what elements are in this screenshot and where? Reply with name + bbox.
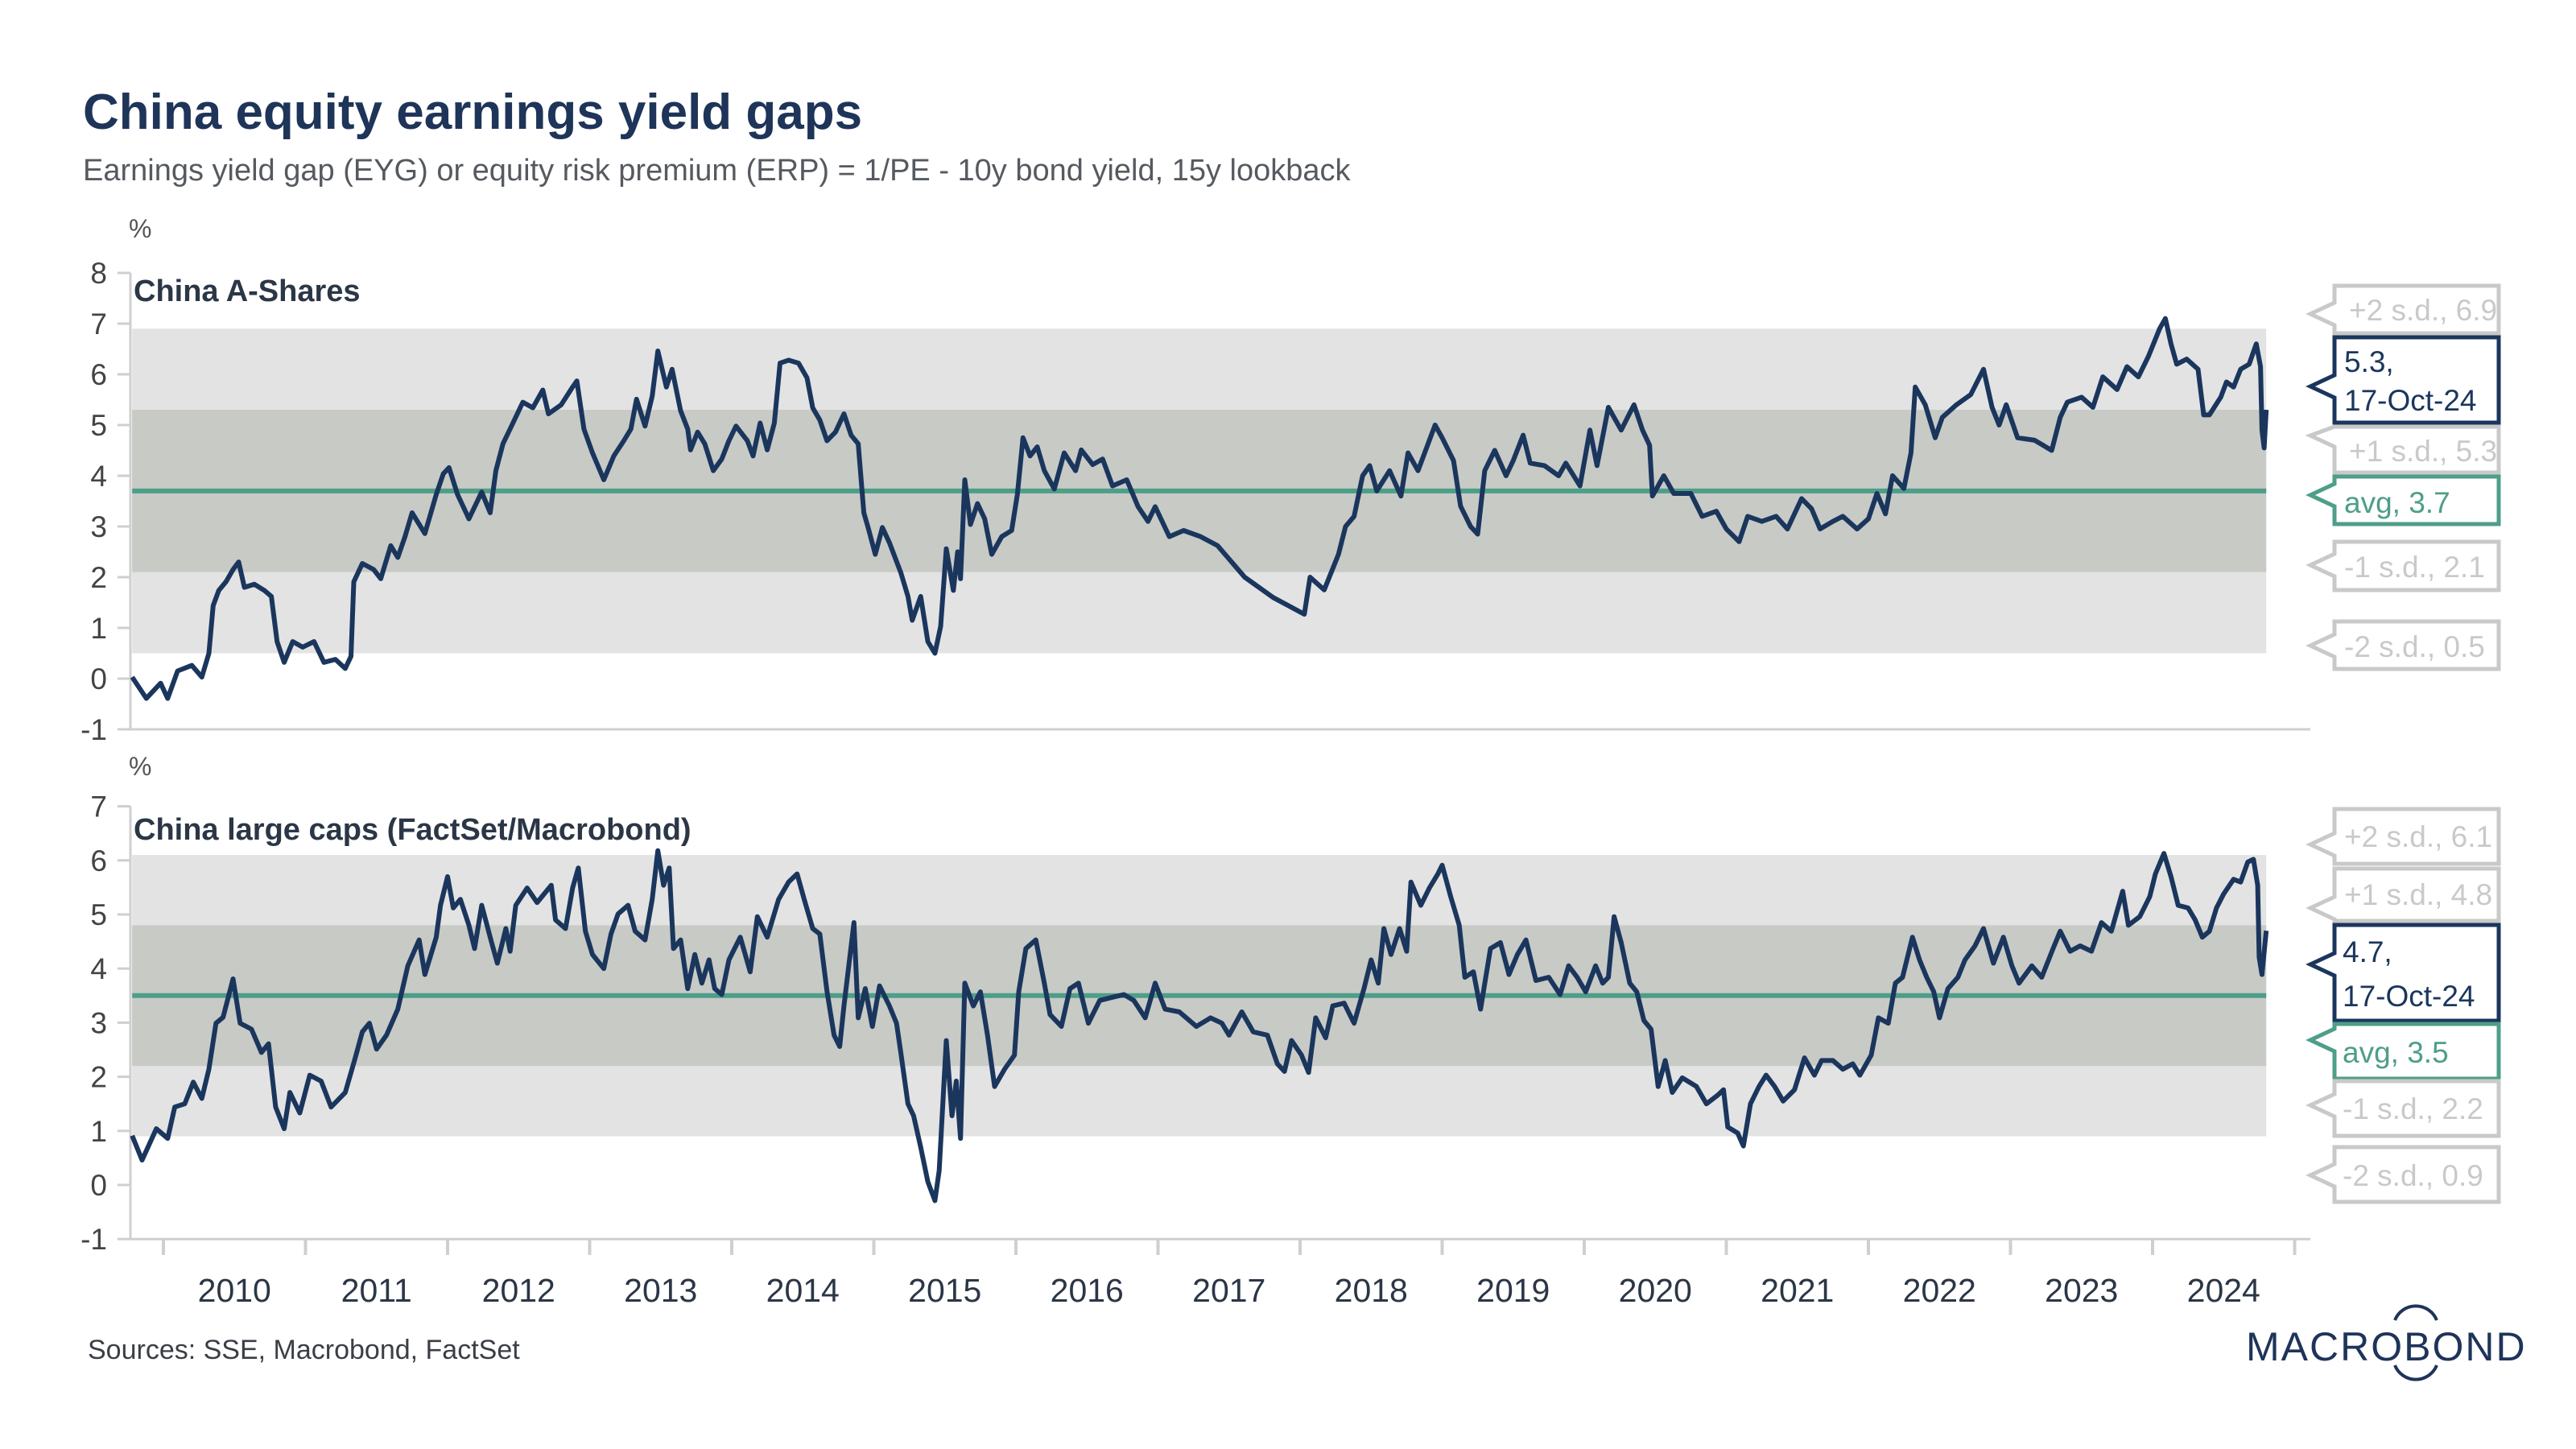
logo-arc-icon [2393,1304,2438,1381]
x-tick-label: 2018 [1335,1272,1408,1309]
callout-text: -2 s.d., 0.5 [2344,630,2485,663]
x-tick-label: 2015 [908,1272,981,1309]
chart-title: China equity earnings yield gaps [83,85,862,140]
callout-text: avg, 3.7 [2344,486,2450,519]
callout-minus2sd: -2 s.d., 0.9 [2306,1145,2501,1204]
callout-minus1sd: -1 s.d., 2.2 [2306,1079,2501,1138]
x-tick-label: 2014 [766,1272,840,1309]
series-path [130,316,2269,701]
x-axis: 2010 2011 2012 2013 2014 2015 2016 2017 2018 2019… [162,1239,2297,1309]
x-tick-label: 2016 [1051,1272,1124,1309]
y-tick-label: 5 [90,409,107,442]
y-tick-label: 3 [90,1006,107,1039]
chart-subtitle: Earnings yield gap (EYG) or equity risk … [83,154,1352,188]
y-tick-label: 6 [90,844,107,877]
last-value-text: 5.3, [2344,345,2394,378]
series-path [130,848,2269,1203]
callout-text: +1 s.d., 4.8 [2344,878,2492,911]
x-tick-label: 2011 [341,1272,412,1309]
callout-avg: avg, 3.5 [2306,1022,2501,1081]
callout-text: -1 s.d., 2.1 [2344,551,2485,584]
last-date-text: 17-Oct-24 [2344,384,2477,417]
x-tick-label: 2010 [198,1272,271,1309]
y-tick-label: 7 [90,308,107,341]
callout-text: -2 s.d., 0.9 [2343,1159,2483,1192]
x-tick-label: 2020 [1619,1272,1692,1309]
y-tick-label: 0 [90,663,107,696]
y-tick-label: 4 [90,460,107,493]
y-tick-label: 1 [90,612,107,645]
last-date-text: 17-Oct-24 [2343,980,2475,1013]
source-note: Sources: SSE, Macrobond, FactSet [88,1335,520,1365]
panel-a-shares: 8 7 6 5 4 3 2 1 0 -1 China A-Shares % +2 s.d., 6.… [80,214,2501,746]
series-line [130,848,2269,1203]
callout-text: +2 s.d., 6.1 [2344,820,2492,853]
callout-text: +1 s.d., 5.3 [2349,435,2497,468]
y-tick-label: 4 [90,952,107,985]
panel-large-caps: 7 6 5 4 3 2 1 0 -1 China large caps (FactSet/Mac… [80,752,2501,1256]
y-tick-label: 6 [90,358,107,391]
y-tick-label: 1 [90,1115,107,1148]
sd-bands [132,328,2267,654]
x-tick-label: 2013 [624,1272,697,1309]
macrobond-logo: MACROBOND [2246,1304,2527,1381]
panel-title: China large caps (FactSet/Macrobond) [134,813,691,847]
x-tick-label: 2022 [1903,1272,1976,1309]
callouts: +2 s.d., 6.1 +1 s.d., 4.8 4.7,17-Oct-24 … [2306,807,2501,1204]
y-tick-label: -1 [80,1223,107,1256]
sd-bands [132,855,2267,1137]
callout-text: -1 s.d., 2.2 [2343,1092,2483,1125]
last-value-text: 4.7, [2343,935,2392,968]
y-tick-label: 7 [90,791,107,824]
y-unit-label: % [129,214,151,243]
callout-text: avg, 3.5 [2343,1036,2449,1069]
callouts: +2 s.d., 6.9 5.3,17-Oct-24 +1 s.d., 5.3 … [2305,283,2501,671]
y-tick-label: 2 [90,561,107,594]
y-tick-label: -1 [80,713,107,746]
callout-minus1sd: -1 s.d., 2.1 [2306,539,2501,592]
axes: 7 6 5 4 3 2 1 0 -1 [80,791,2310,1256]
x-tick-label: 2019 [1476,1272,1550,1309]
panel-title: China A-Shares [134,275,361,308]
y-unit-label: % [129,752,151,781]
y-tick-label: 2 [90,1061,107,1094]
callout-plus2sd: +2 s.d., 6.9 [2306,283,2501,336]
y-tick-label: 0 [90,1169,107,1202]
y-tick-label: 8 [90,257,107,290]
callout-plus2sd: +2 s.d., 6.1 [2306,807,2501,866]
series-line [130,316,2269,701]
callout-last-value: 4.7, 17-Oct-24 [2306,923,2501,1023]
callout-plus1sd: +1 s.d., 5.3 [2305,424,2501,475]
x-tick-label: 2012 [482,1272,555,1309]
callout-text: +2 s.d., 6.9 [2349,294,2497,327]
logo-text: MACROBOND [2246,1324,2527,1369]
callout-plus1sd: +1 s.d., 4.8 [2306,866,2501,923]
x-tick-label: 2017 [1192,1272,1265,1309]
x-tick-label: 2024 [2187,1272,2260,1309]
axes: 8 7 6 5 4 3 2 1 0 -1 [80,257,2310,746]
x-tick-label: 2023 [2045,1272,2118,1309]
callout-last-value: 5.3, 17-Oct-24 [2306,335,2501,425]
callout-avg: avg, 3.7 [2306,474,2501,526]
x-tick-label: 2021 [1761,1272,1834,1309]
y-tick-label: 5 [90,898,107,931]
callout-minus2sd: -2 s.d., 0.5 [2306,619,2501,671]
y-tick-label: 3 [90,510,107,543]
